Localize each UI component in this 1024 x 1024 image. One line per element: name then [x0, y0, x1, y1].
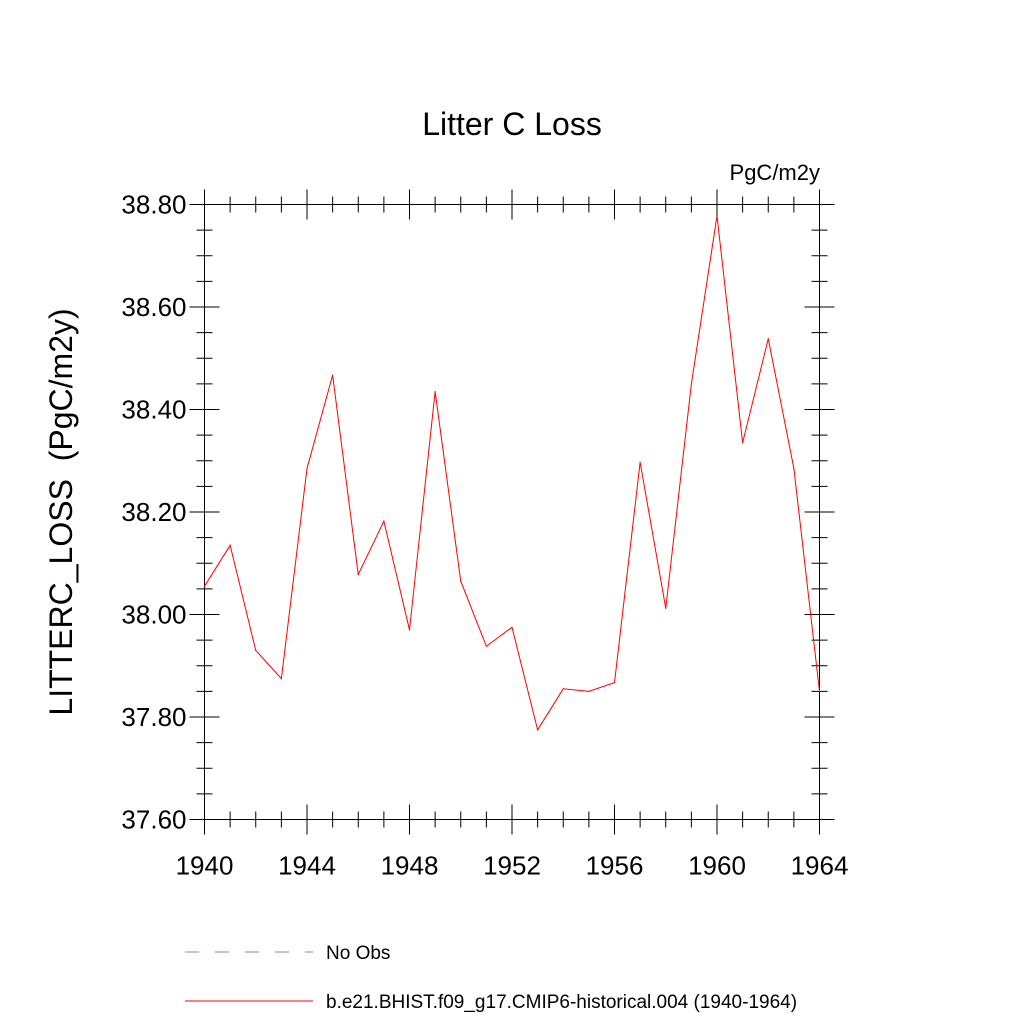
- data-point: [639, 461, 641, 463]
- y-tick-label: 38.80: [121, 190, 186, 220]
- plot-frame: [204, 204, 820, 820]
- data-point: [203, 585, 206, 587]
- y-tick-label: 37.60: [121, 805, 186, 835]
- x-tick-label: 1964: [791, 851, 849, 881]
- data-point: [793, 467, 795, 470]
- x-tick-label: 1948: [381, 851, 439, 881]
- data-point: [690, 383, 692, 385]
- x-tick-label: 1944: [278, 851, 336, 881]
- y-tick-label: 38.40: [121, 395, 186, 425]
- data-point: [742, 442, 744, 444]
- chart-title: Litter C Loss: [422, 106, 602, 142]
- axes: 37.60 37.80 38.00 38.20 38.40 38.60 38.80 1940 1…: [121, 189, 849, 881]
- x-tick-label: 1940: [176, 851, 234, 881]
- series-layer: [203, 215, 821, 732]
- x-tick-label: 1952: [483, 851, 541, 881]
- y-tick-label: 38.60: [121, 292, 186, 322]
- units-label: PgC/m2y: [730, 160, 820, 185]
- data-point: [767, 338, 769, 340]
- data-point: [383, 520, 385, 522]
- data-point: [332, 374, 334, 376]
- data-point: [588, 690, 590, 692]
- data-point: [460, 580, 462, 582]
- data-point: [485, 645, 487, 647]
- data-point: [562, 688, 564, 690]
- data-point: [280, 677, 282, 680]
- data-point: [434, 390, 436, 393]
- data-point: [357, 573, 359, 576]
- legend: No Obs b.e21.BHIST.f09_g17.CMIP6-historic…: [185, 943, 797, 1013]
- x-tick-label: 1956: [586, 851, 644, 881]
- data-point: [255, 649, 257, 651]
- data-point: [613, 682, 616, 684]
- y-tick-label: 38.20: [121, 497, 186, 527]
- x-tick-label: 1960: [688, 851, 746, 881]
- data-point: [229, 544, 231, 546]
- y-tick-label: 38.00: [121, 600, 186, 630]
- legend-label: b.e21.BHIST.f09_g17.CMIP6-historical.004…: [326, 992, 797, 1013]
- data-point: [716, 215, 718, 217]
- legend-label: No Obs: [326, 943, 390, 964]
- data-point: [511, 626, 513, 628]
- data-point: [665, 607, 667, 609]
- data-point: [408, 629, 411, 631]
- y-tick-label: 37.80: [121, 702, 186, 732]
- data-point: [818, 690, 821, 692]
- data-point: [306, 467, 308, 470]
- data-point: [537, 729, 539, 731]
- series-line: [204, 215, 820, 732]
- y-axis-label: LITTERC_LOSS (PgC/m2y): [43, 308, 79, 715]
